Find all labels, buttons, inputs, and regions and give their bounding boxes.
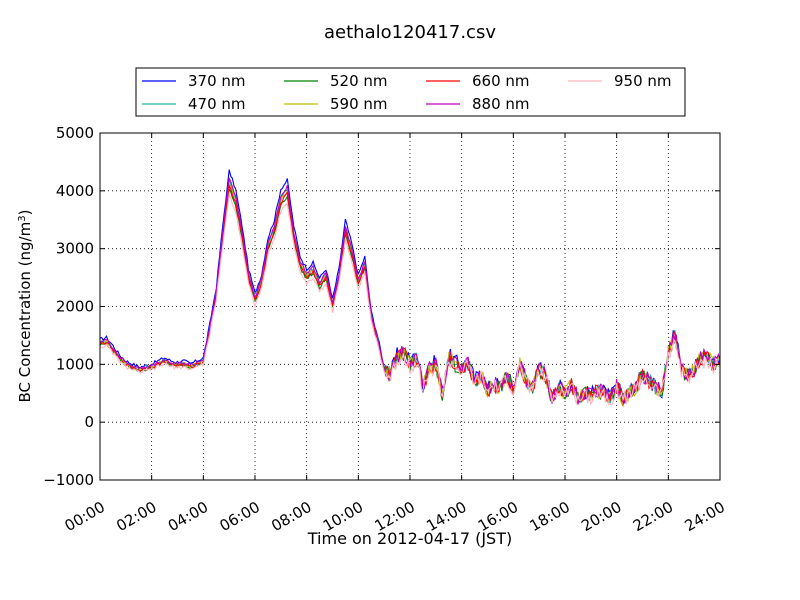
y-tick-label: −1000 [43,471,94,489]
y-axis-label: BC Concentration (ng/m3) [16,210,34,403]
y-tick-label: 3000 [56,240,94,258]
y-axis-label-tail: ) [16,210,34,216]
x-axis-label: Time on 2012-04-17 (JST) [307,529,512,548]
series-lines [99,169,721,408]
legend-label: 370 nm [188,72,246,90]
legend-label: 470 nm [188,95,246,113]
x-tick-label: 18:00 [527,498,573,535]
legend-item: 470 nm [142,95,246,113]
series-line-950-nm [99,192,721,406]
y-axis-label-main: BC Concentration (ng/m [16,222,34,403]
series-line-880-nm [99,176,721,405]
x-tick-label: 20:00 [578,498,624,535]
legend-item: 590 nm [284,95,388,113]
x-tick-label: 00:00 [62,498,108,535]
x-tick-label: 06:00 [217,498,263,535]
legend-label: 660 nm [472,72,530,90]
legend-label: 880 nm [472,95,530,113]
legend-item: 880 nm [426,95,530,113]
y-tick-label: 0 [84,413,94,431]
chart-title: aethalo120417.csv [324,22,496,43]
legend-label: 520 nm [330,72,388,90]
legend-label: 590 nm [330,95,388,113]
plot-area: 00:00 02:00 04:00 06:00 08:00 10:00 12:00 14:00… [43,124,728,535]
legend-label: 950 nm [614,72,672,90]
y-tick-label: 4000 [56,182,94,200]
legend-item: 370 nm [142,72,246,90]
legend: 370 nm 470 nm 520 nm 590 nm 660 nm 880 nm 950 … [135,67,686,117]
legend-item: 660 nm [426,72,530,90]
y-tick-label: 5000 [56,124,94,142]
y-tick-label: 2000 [56,298,94,316]
y-tick-label: 1000 [56,355,94,373]
legend-box [135,67,686,117]
x-tick-label: 04:00 [165,498,211,535]
x-tick-label: 24:00 [682,498,728,535]
legend-item: 520 nm [284,72,388,90]
x-tick-label: 22:00 [630,498,676,535]
y-axis-label-sup: 3 [17,215,28,221]
x-tick-label: 02:00 [113,498,159,535]
legend-item: 950 nm [568,72,672,90]
